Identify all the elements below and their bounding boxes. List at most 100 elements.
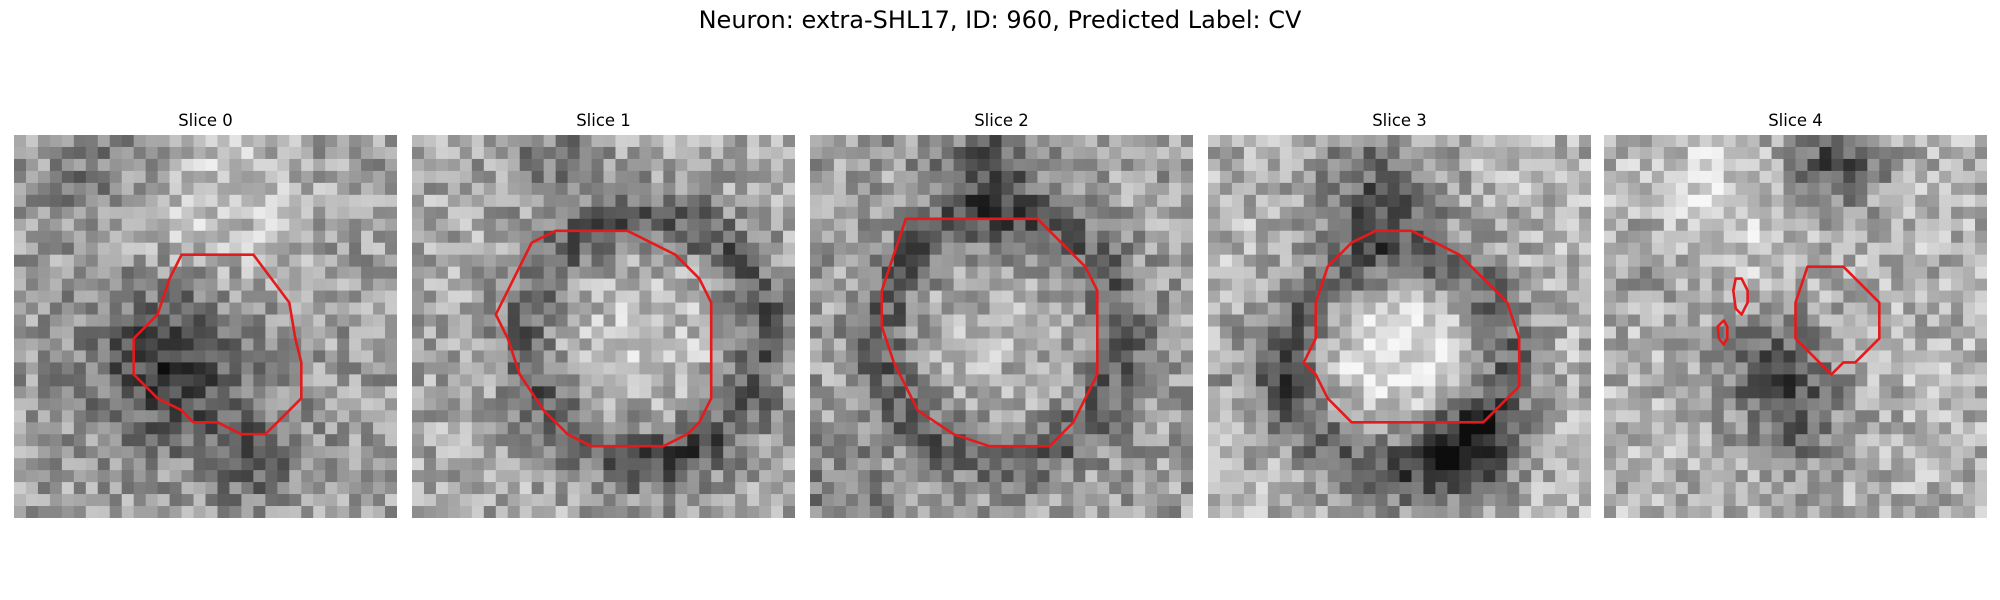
pixel-cell — [857, 218, 871, 232]
pixel-cell — [1483, 350, 1496, 364]
pixel-cell — [229, 146, 243, 160]
pixel-cell — [1279, 410, 1293, 423]
pixel-cell — [869, 302, 883, 316]
pixel-cell — [133, 290, 147, 304]
pixel-cell — [1243, 290, 1257, 304]
pixel-cell — [977, 458, 991, 471]
pixel-cell — [447, 230, 461, 244]
pixel-cell — [1915, 434, 1928, 447]
pixel-cell — [435, 278, 449, 292]
pixel-cell — [181, 182, 195, 196]
pixel-cell — [1109, 290, 1122, 304]
pixel-cell — [1795, 302, 1809, 316]
pixel-cell — [14, 482, 27, 495]
pixel-cell — [1181, 242, 1193, 256]
pixel-cell — [627, 350, 641, 364]
pixel-cell — [495, 194, 509, 208]
pixel-cell — [905, 182, 919, 196]
pixel-cell — [1363, 218, 1377, 232]
pixel-cell — [1073, 194, 1086, 208]
pixel-cell — [349, 506, 362, 518]
pixel-cell — [1073, 290, 1086, 304]
pixel-cell — [181, 446, 195, 459]
pixel-cell — [193, 206, 207, 220]
pixel-cell — [929, 135, 943, 148]
pixel-cell — [385, 458, 397, 471]
pixel-cell — [1208, 398, 1221, 411]
pixel-cell — [1219, 278, 1233, 292]
pixel-cell — [833, 506, 847, 518]
pixel-cell — [1711, 410, 1725, 423]
pixel-cell — [651, 218, 664, 232]
pixel-cell — [1747, 182, 1761, 196]
pixel-cell — [1579, 458, 1591, 471]
pixel-cell — [699, 470, 712, 483]
pixel-cell — [747, 338, 760, 352]
pixel-cell — [1771, 170, 1785, 184]
pixel-cell — [1819, 386, 1833, 399]
pixel-cell — [1267, 422, 1281, 435]
pixel-cell — [845, 254, 859, 268]
pixel-cell — [1219, 290, 1233, 304]
pixel-cell — [1711, 242, 1725, 256]
pixel-cell — [229, 254, 243, 268]
pixel-cell — [1939, 374, 1952, 387]
pixel-cell — [1231, 326, 1245, 340]
pixel-cell — [435, 218, 449, 232]
pixel-cell — [1675, 350, 1689, 364]
pixel-cell — [627, 314, 641, 328]
pixel-cell — [1231, 218, 1245, 232]
pixel-cell — [651, 446, 664, 459]
pixel-cell — [423, 422, 437, 435]
pixel-cell — [483, 422, 497, 435]
pixel-cell — [349, 158, 362, 172]
pixel-cell — [169, 434, 183, 447]
pixel-cell — [1507, 482, 1520, 495]
pixel-cell — [61, 146, 75, 160]
pixel-cell — [447, 410, 461, 423]
pixel-cell — [495, 230, 509, 244]
pixel-cell — [1543, 410, 1556, 423]
pixel-cell — [1351, 314, 1365, 328]
pixel-cell — [1903, 362, 1916, 375]
pixel-cell — [929, 158, 943, 172]
pixel-cell — [1555, 446, 1568, 459]
pixel-cell — [723, 314, 736, 328]
pixel-cell — [881, 434, 895, 447]
pixel-cell — [1327, 182, 1341, 196]
pixel-cell — [1085, 458, 1098, 471]
pixel-cell — [1843, 170, 1856, 184]
pixel-cell — [857, 314, 871, 328]
pixel-cell — [435, 374, 449, 387]
pixel-cell — [325, 410, 338, 423]
pixel-cell — [435, 338, 449, 352]
pixel-cell — [1579, 182, 1591, 196]
pixel-cell — [1279, 146, 1293, 160]
pixel-cell — [435, 362, 449, 375]
pixel-cell — [157, 194, 171, 208]
pixel-cell — [567, 374, 581, 387]
pixel-cell — [121, 386, 135, 399]
pixel-cell — [519, 434, 533, 447]
pixel-cell — [1181, 278, 1193, 292]
pixel-cell — [1604, 146, 1617, 160]
pixel-cell — [810, 158, 823, 172]
pixel-cell — [1327, 135, 1341, 148]
pixel-cell — [687, 458, 700, 471]
pixel-cell — [1771, 446, 1785, 459]
pixel-cell — [687, 446, 700, 459]
pixel-cell — [181, 146, 195, 160]
pixel-cell — [217, 470, 231, 483]
pixel-cell — [1327, 314, 1341, 328]
pixel-cell — [723, 242, 736, 256]
pixel-cell — [1049, 350, 1062, 364]
pixel-cell — [1013, 470, 1027, 483]
pixel-cell — [1555, 158, 1568, 172]
pixel-cell — [567, 302, 581, 316]
pixel-cell — [1687, 230, 1701, 244]
pixel-cell — [349, 266, 362, 280]
pixel-cell — [615, 338, 629, 352]
pixel-cell — [1169, 350, 1182, 364]
pixel-cell — [325, 362, 338, 375]
pixel-cell — [73, 350, 87, 364]
